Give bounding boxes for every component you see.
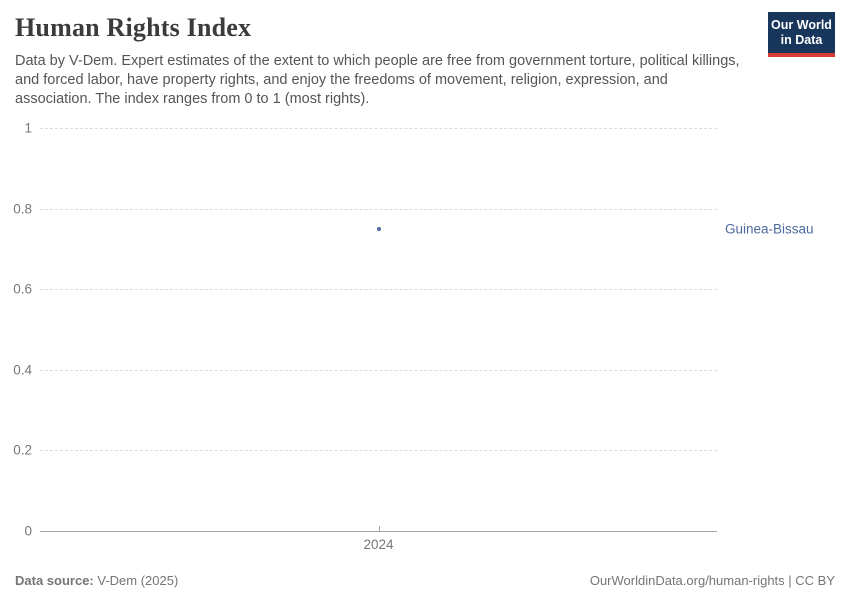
y-tick-label: 1 (24, 120, 32, 136)
chart-title: Human Rights Index (15, 13, 252, 42)
footer-source-label: Data source: (15, 573, 94, 588)
footer-source: Data source: V-Dem (2025) (15, 573, 178, 588)
y-tick-label: 0.2 (13, 442, 32, 458)
y-gridline (40, 128, 717, 129)
footer-attribution[interactable]: OurWorldinData.org/human-rights | CC BY (589, 573, 835, 588)
y-gridline (40, 208, 717, 210)
owid-logo[interactable]: Our World in Data (768, 12, 835, 57)
x-tick-label: 2024 (363, 537, 394, 552)
y-tick-label: 0.8 (13, 201, 32, 217)
owid-logo-line2: in Data (780, 33, 823, 47)
data-point[interactable] (376, 226, 381, 231)
y-tick-label: 0.6 (13, 281, 32, 297)
footer-source-value[interactable]: V-Dem (2025) (93, 573, 179, 588)
plot-area: 2024 Guinea-Bissau 0 0.2 0.4 0.6 0.8 1 (13, 121, 813, 553)
y-gridline (40, 369, 717, 371)
y-tick-label: 0 (24, 523, 32, 539)
y-tick-label: 0.4 (13, 362, 32, 378)
entity-label[interactable]: Guinea-Bissau (725, 221, 814, 237)
x-tick-mark (378, 526, 380, 531)
y-gridline (40, 289, 717, 291)
x-axis-line (40, 531, 717, 532)
chart-subtitle: Data by V-Dem. Expert estimates of the e… (15, 53, 740, 107)
y-gridline (40, 450, 717, 452)
owid-logo-line1: Our World (771, 18, 832, 32)
